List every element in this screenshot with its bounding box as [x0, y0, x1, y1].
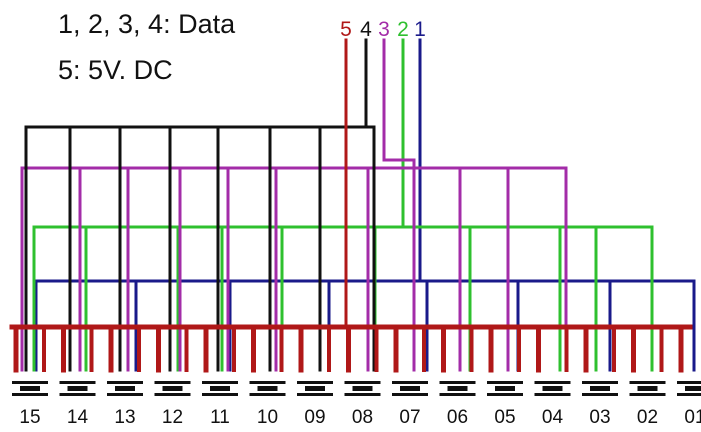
socket-top-bar	[297, 381, 333, 384]
socket-bottom-bar	[12, 393, 48, 396]
socket-body	[400, 386, 420, 391]
socket-body	[115, 386, 135, 391]
socket-bottom-bar	[59, 393, 96, 396]
socket-body	[495, 386, 515, 391]
socket-label: 11	[210, 407, 230, 428]
socket-top-bar	[677, 381, 701, 384]
wire-label-3: 3	[378, 18, 390, 41]
socket-body	[210, 386, 230, 391]
socket-top-bar	[582, 381, 618, 384]
socket-label: 03	[589, 407, 610, 428]
socket-top-bar	[59, 381, 96, 384]
socket-05: 05	[487, 381, 523, 428]
socket-13: 13	[107, 381, 143, 428]
socket-bottom-bar	[392, 393, 428, 396]
socket-top-bar	[154, 381, 191, 384]
socket-03: 03	[582, 381, 618, 428]
socket-14: 14	[59, 381, 96, 428]
socket-top-bar	[202, 381, 238, 384]
socket-bottom-bar	[487, 393, 523, 396]
wire-label-5: 5	[340, 18, 352, 41]
socket-body	[637, 386, 658, 391]
socket-top-bar	[344, 381, 381, 384]
socket-bottom-bar	[534, 393, 571, 396]
socket-body	[20, 386, 40, 391]
socket-11: 11	[202, 381, 238, 428]
socket-body	[590, 386, 610, 391]
legend-power-wire: 5: 5V. DC	[58, 55, 173, 85]
socket-body	[257, 386, 278, 391]
socket-body	[305, 386, 325, 391]
socket-07: 07	[392, 381, 428, 428]
socket-12: 12	[154, 381, 191, 428]
socket-label: 08	[352, 407, 373, 428]
socket-label: 01	[684, 407, 701, 428]
socket-top-bar	[12, 381, 48, 384]
socket-10: 10	[249, 381, 286, 428]
socket-top-bar	[534, 381, 571, 384]
socket-label: 02	[637, 407, 658, 428]
socket-bottom-bar	[202, 393, 238, 396]
socket-label: 15	[19, 407, 40, 428]
socket-body	[542, 386, 563, 391]
socket-bottom-bar	[154, 393, 191, 396]
legend-data-wires: 1, 2, 3, 4: Data	[58, 9, 236, 39]
socket-top-bar	[392, 381, 428, 384]
socket-body	[447, 386, 468, 391]
socket-label: 10	[257, 407, 278, 428]
socket-label: 06	[447, 407, 468, 428]
socket-bottom-bar	[582, 393, 618, 396]
socket-label: 12	[162, 407, 183, 428]
socket-label: 07	[399, 407, 420, 428]
socket-label: 04	[542, 407, 564, 428]
socket-top-bar	[629, 381, 666, 384]
socket-bottom-bar	[249, 393, 286, 396]
socket-body	[67, 386, 88, 391]
wire-label-4: 4	[360, 18, 372, 41]
socket-label: 13	[114, 407, 135, 428]
wire-label-2: 2	[397, 18, 409, 41]
wire-label-1: 1	[414, 18, 426, 41]
socket-top-bar	[249, 381, 286, 384]
socket-label: 05	[494, 407, 515, 428]
socket-01: 01	[677, 381, 701, 428]
socket-top-bar	[107, 381, 143, 384]
socket-top-bar	[439, 381, 476, 384]
socket-04: 04	[534, 381, 571, 428]
socket-bottom-bar	[629, 393, 666, 396]
socket-body	[685, 386, 701, 391]
socket-08: 08	[344, 381, 381, 428]
socket-bottom-bar	[344, 393, 381, 396]
socket-body	[352, 386, 373, 391]
socket-bottom-bar	[107, 393, 143, 396]
socket-02: 02	[629, 381, 666, 428]
socket-15: 15	[12, 381, 48, 428]
socket-bottom-bar	[297, 393, 333, 396]
socket-label: 14	[67, 407, 89, 428]
socket-top-bar	[487, 381, 523, 384]
socket-body	[162, 386, 183, 391]
socket-bottom-bar	[439, 393, 476, 396]
socket-label: 09	[304, 407, 325, 428]
socket-bottom-bar	[677, 393, 701, 396]
socket-09: 09	[297, 381, 333, 428]
socket-06: 06	[439, 381, 476, 428]
